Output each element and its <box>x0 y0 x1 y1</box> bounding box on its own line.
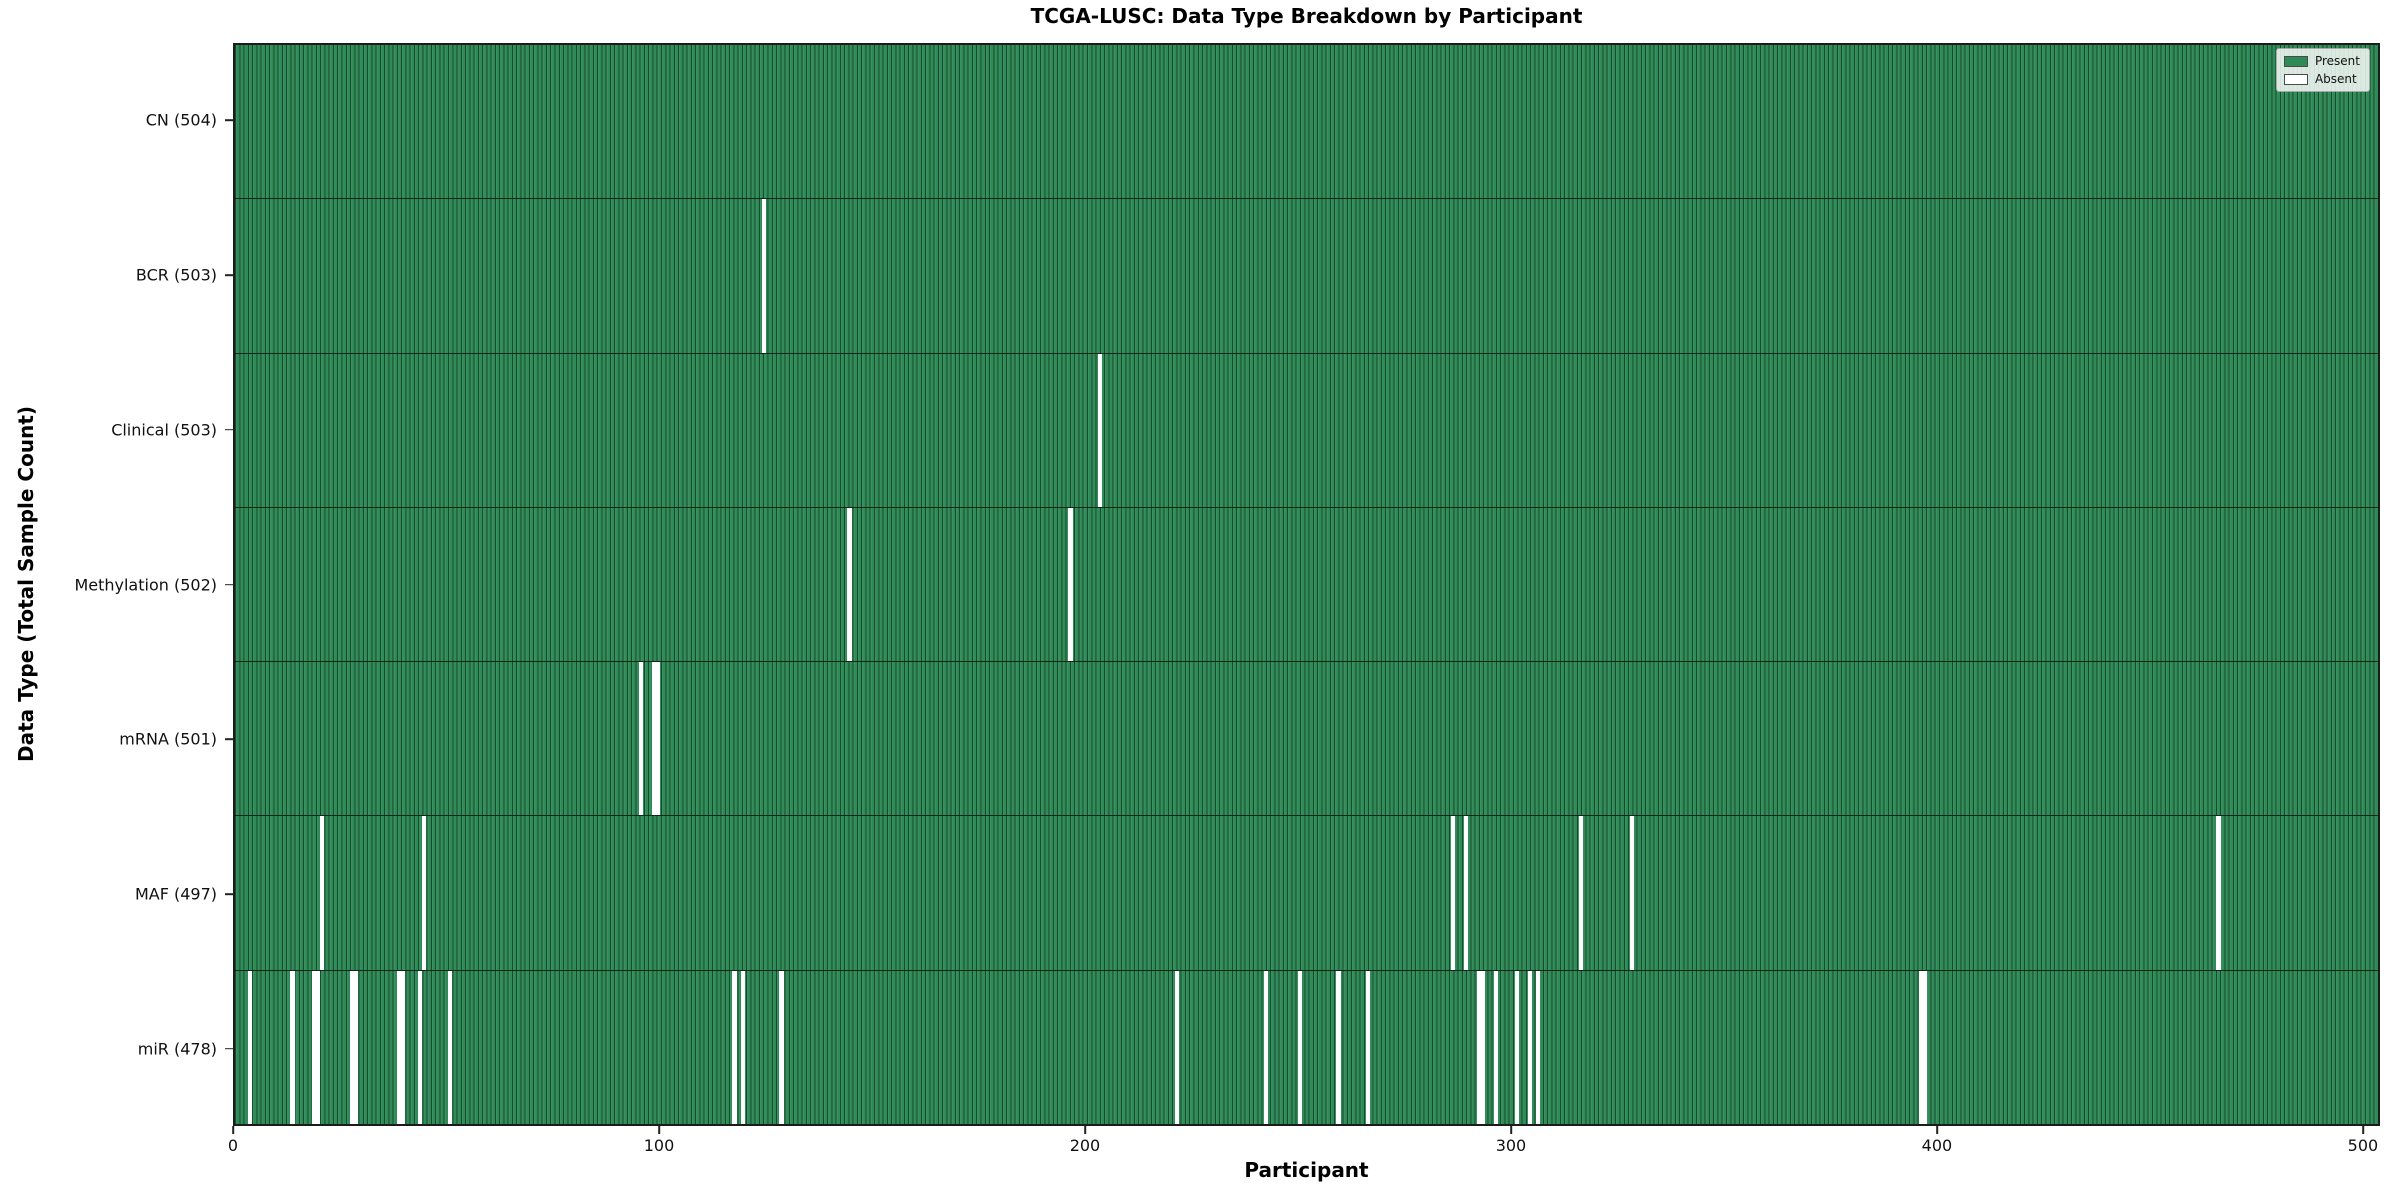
y-tick-mark <box>225 738 233 740</box>
y-axis-ticks: CN (504) BCR (503) Clinical (503) Methylati… <box>0 43 233 1126</box>
row-cn <box>235 45 2378 199</box>
x-tick-mark <box>1936 1126 1938 1134</box>
x-tick-label-500: 500 <box>2347 1136 2379 1155</box>
x-tick-mark <box>2362 1126 2364 1134</box>
absent-mark <box>422 816 427 970</box>
absent-mark <box>2216 816 2221 970</box>
legend: Present Absent <box>2275 48 2370 92</box>
y-tick-label-maf: MAF (497) <box>134 884 217 904</box>
absent-mark <box>651 662 656 816</box>
absent-mark <box>349 970 355 1124</box>
y-tick-mark <box>225 1047 233 1050</box>
chart-title: TCGA-LUSC: Data Type Breakdown by Partic… <box>1030 4 1583 28</box>
absent-mark <box>740 970 746 1124</box>
x-tick-label-100: 100 <box>643 1136 675 1155</box>
y-tick-mark <box>225 274 233 276</box>
row-methylation <box>235 506 2378 662</box>
absent-mark <box>1476 970 1481 1124</box>
absent-mark <box>655 662 661 816</box>
y-tick-mark <box>225 428 233 431</box>
x-tick-label-300: 300 <box>1495 1136 1527 1155</box>
plot-area <box>233 43 2380 1126</box>
y-tick-mark <box>225 583 233 586</box>
legend-entry-absent: Absent <box>2283 72 2360 86</box>
absent-mark <box>1366 970 1371 1124</box>
y-tick-label-mir: miR (478) <box>137 1039 217 1059</box>
absent-mark <box>1174 970 1179 1124</box>
absent-mark <box>732 970 737 1124</box>
absent-mark <box>1536 970 1541 1124</box>
absent-mark <box>447 970 452 1124</box>
y-tick-mark <box>225 119 233 122</box>
absent-mark <box>1098 353 1103 507</box>
absent-mark <box>1336 970 1341 1124</box>
x-tick-label-400: 400 <box>1921 1136 1953 1155</box>
absent-mark <box>247 970 252 1124</box>
absent-mark <box>847 507 852 662</box>
absent-mark <box>400 970 406 1124</box>
y-tick-label-bcr: BCR (503) <box>135 265 217 285</box>
y-tick-mark <box>225 893 233 895</box>
absent-mark <box>1463 816 1469 970</box>
x-tick-label-0: 0 <box>227 1136 239 1155</box>
x-axis-label: Participant <box>1244 1158 1369 1182</box>
absent-mark <box>417 970 423 1124</box>
legend-swatch-present <box>2283 55 2308 67</box>
legend-label: Present <box>2314 54 2360 68</box>
row-mrna <box>235 661 2378 816</box>
absent-mark <box>320 816 325 970</box>
x-tick-mark <box>232 1126 234 1134</box>
y-tick-label-mrna: mRNA (501) <box>119 729 217 749</box>
legend-label: Absent <box>2314 72 2357 86</box>
absent-mark <box>1263 970 1269 1124</box>
absent-mark <box>1297 970 1303 1124</box>
absent-mark <box>1923 970 1928 1124</box>
legend-entry-present: Present <box>2283 54 2360 68</box>
absent-mark <box>762 199 767 353</box>
absent-mark <box>290 970 295 1124</box>
absent-mark <box>1629 816 1634 970</box>
x-tick-mark <box>658 1126 660 1134</box>
absent-mark <box>1527 970 1532 1124</box>
absent-mark <box>1480 970 1486 1124</box>
row-maf <box>235 815 2378 970</box>
legend-swatch-absent <box>2283 73 2308 85</box>
x-tick-mark <box>1084 1126 1086 1134</box>
x-axis-ticks: 0 100 200 300 400 500 <box>228 1124 2380 1158</box>
x-tick-mark <box>1510 1126 1512 1134</box>
y-tick-label-methylation: Methylation (502) <box>74 575 217 594</box>
absent-mark <box>1514 970 1520 1124</box>
absent-mark <box>1451 816 1456 970</box>
y-tick-label-cn: CN (504) <box>145 110 217 130</box>
absent-mark <box>1918 970 1924 1124</box>
absent-mark <box>1578 816 1583 970</box>
y-tick-label-clinical: Clinical (503) <box>111 420 217 440</box>
absent-mark <box>1068 507 1073 662</box>
row-bcr <box>235 198 2378 353</box>
absent-mark <box>315 970 321 1124</box>
row-mir <box>235 969 2378 1124</box>
absent-mark <box>638 662 644 816</box>
row-clinical <box>235 352 2378 507</box>
absent-mark <box>354 970 359 1124</box>
x-tick-label-200: 200 <box>1069 1136 1101 1155</box>
absent-mark <box>1493 970 1498 1124</box>
absent-mark <box>311 970 316 1124</box>
absent-mark <box>779 970 784 1124</box>
absent-mark <box>396 970 401 1124</box>
